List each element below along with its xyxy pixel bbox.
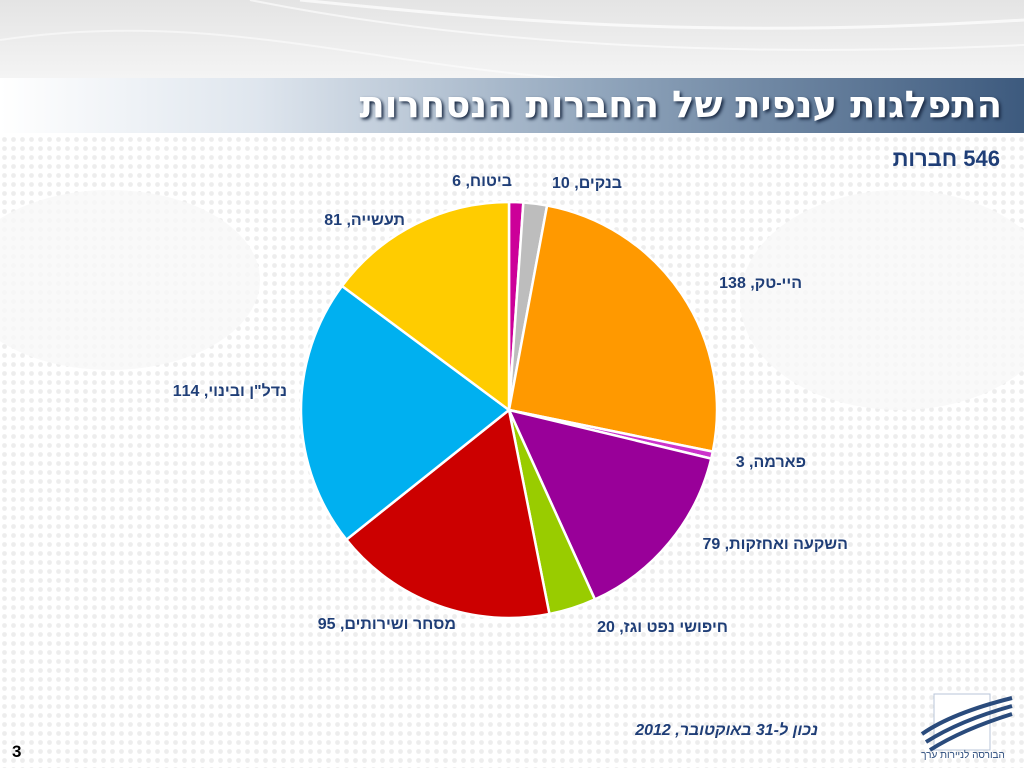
slice-label: נדל"ן ובינוי, 114 [173,382,287,400]
pie-slice [507,204,719,453]
title-bar [0,78,1024,133]
total-companies: 546 חברות [892,146,1000,171]
pie-slice [340,200,511,412]
slice-label: מסחר ושירותים, 95 [318,616,456,633]
tase-logo-icon [920,693,1013,752]
page-number: 3 [12,742,22,761]
slice-label: פארמה, 3 [736,454,806,471]
slice-label: השקעה ואחזקות, 79 [702,536,848,553]
slice-label: היי-טק, 138 [719,275,802,292]
slice-label: תעשייה, 81 [324,212,405,229]
date-footnote: נכון ל-31 באוקטובר, 2012 [635,722,818,739]
slice-label: ביטוח, 6 [452,173,512,190]
logo-text: הבורסה לניירות ערך [921,750,1005,761]
slice-label: חיפושי נפט וגז, 20 [597,619,728,636]
slide-title: התפלגות ענפית של החברות הנסחרות [359,83,1002,126]
pie-slice [299,284,511,541]
pie-slice [345,408,551,620]
pie-slice [507,408,713,601]
slice-label: בנקים, 10 [552,175,622,192]
